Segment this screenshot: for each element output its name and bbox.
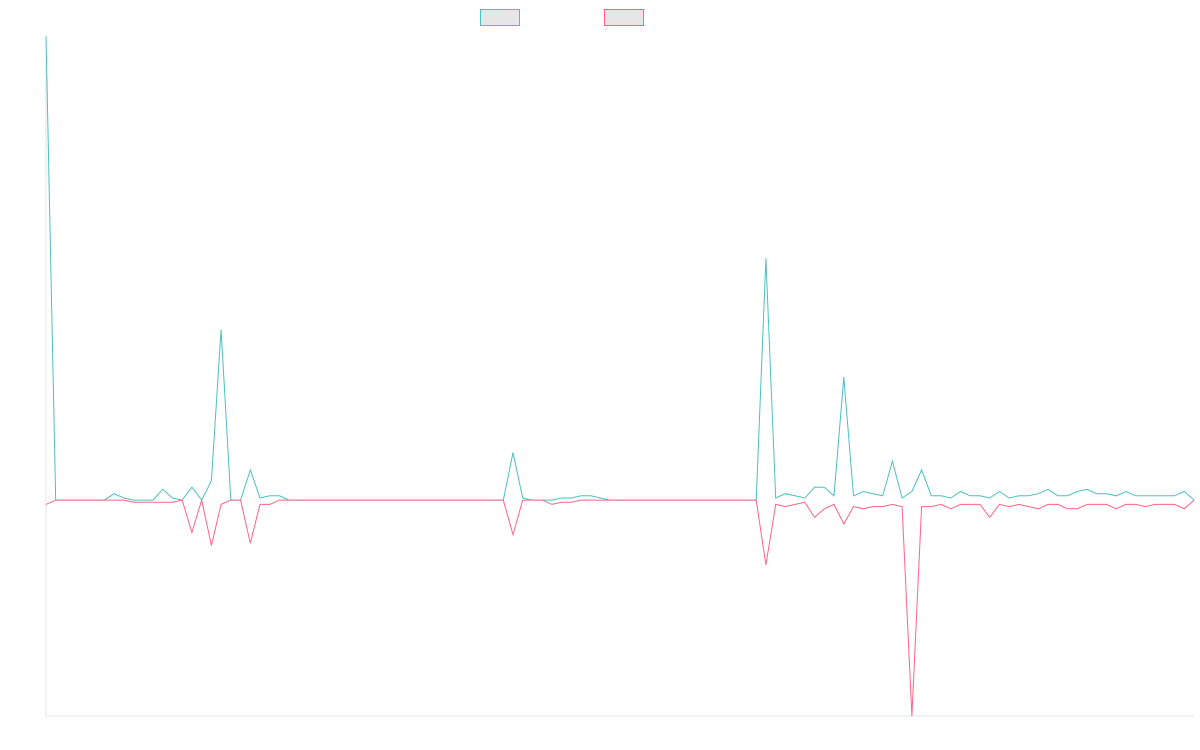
series-line-1 (45, 35, 1195, 502)
legend-swatch-teal[interactable] (480, 9, 520, 26)
legend-swatch-pink[interactable] (604, 9, 644, 26)
series-line-2 (45, 499, 1195, 717)
